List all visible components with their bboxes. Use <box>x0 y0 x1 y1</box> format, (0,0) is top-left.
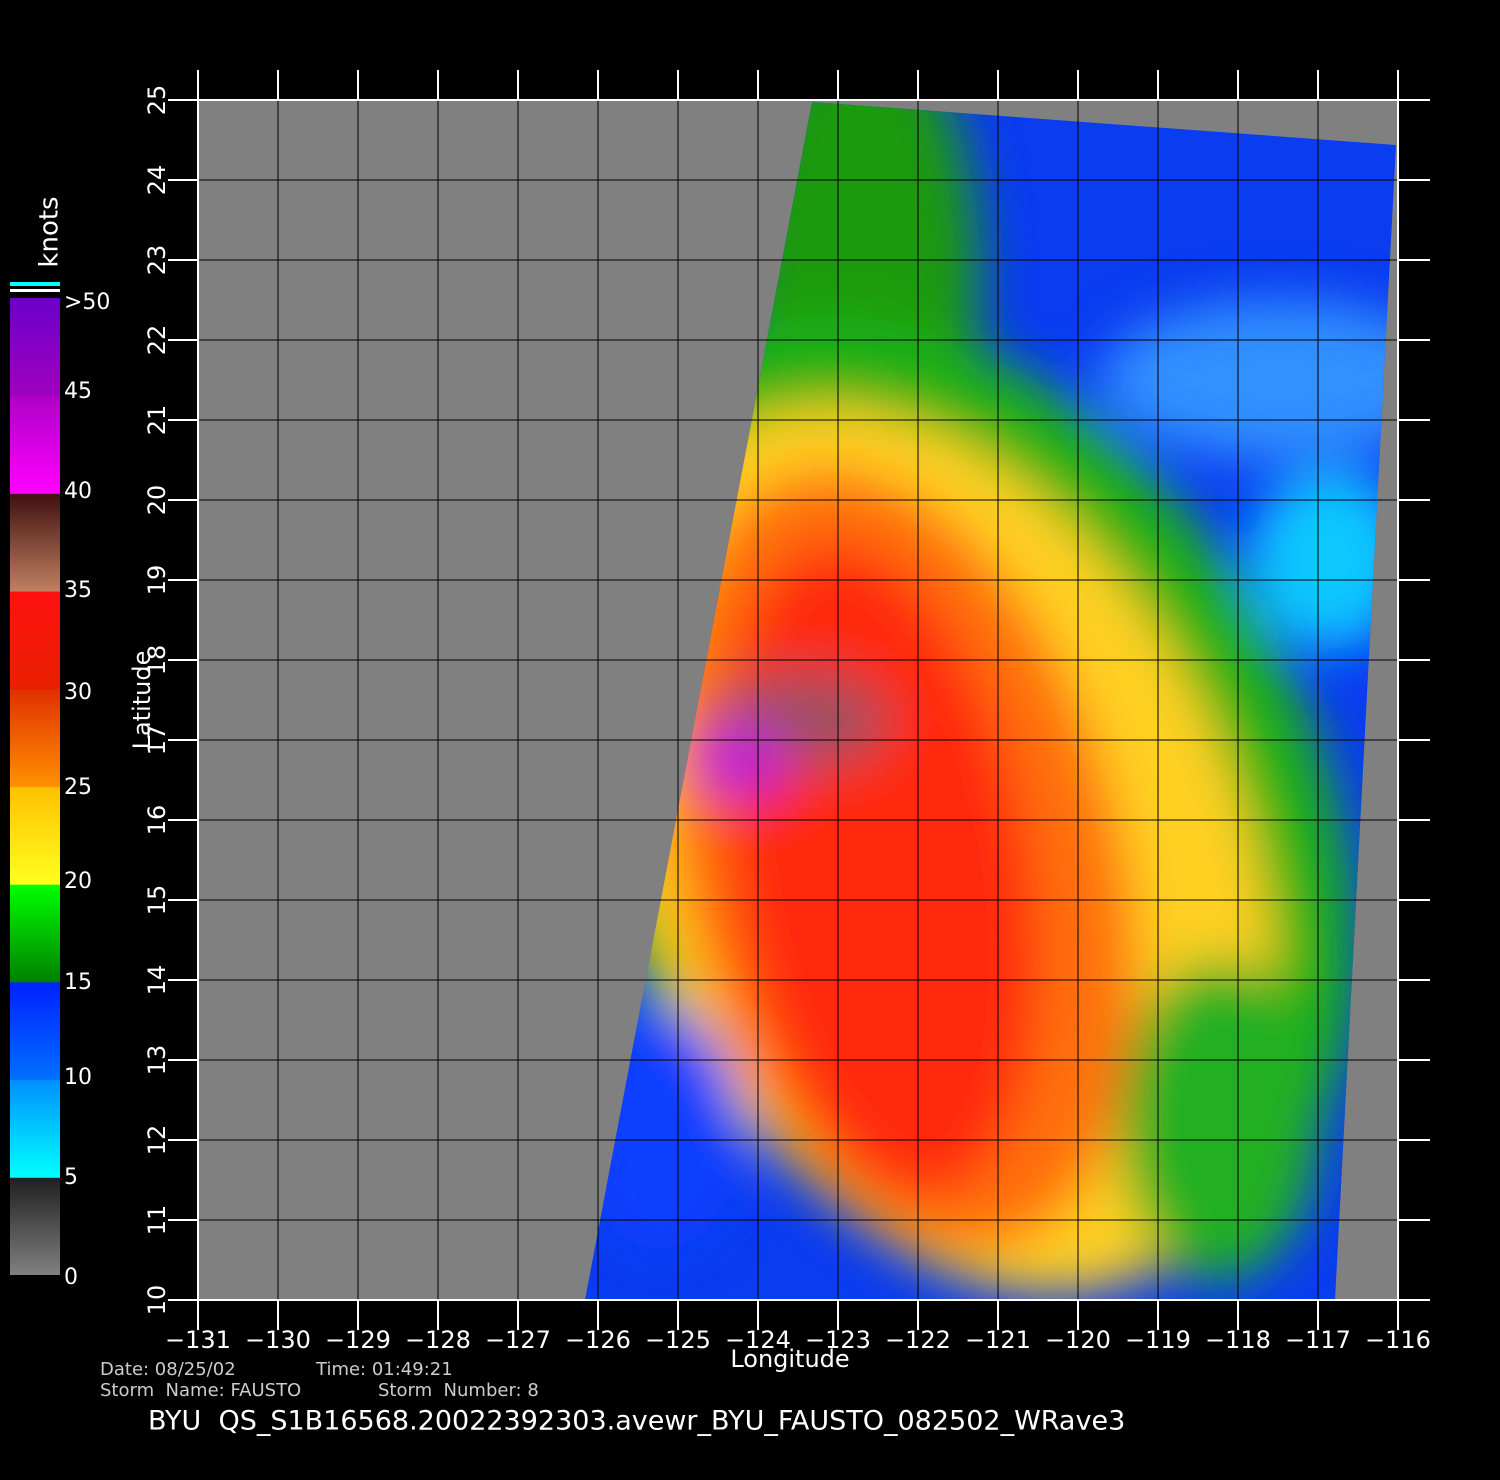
time: Time: 01:49:21 <box>315 1359 453 1380</box>
colorbar-label: 30 <box>64 680 92 705</box>
x-tick-label: −117 <box>1285 1326 1351 1354</box>
colorbar-label: 25 <box>64 775 92 800</box>
x-tick-label: −131 <box>165 1326 231 1354</box>
colorbar-label: 0 <box>64 1265 78 1290</box>
x-tick-label: −126 <box>565 1326 631 1354</box>
x-tick-label: −121 <box>965 1326 1031 1354</box>
y-tick-label: 14 <box>143 965 171 996</box>
y-tick-label: 18 <box>143 645 171 676</box>
y-tick-label: 21 <box>143 405 171 436</box>
colorbar-label: 40 <box>64 479 92 504</box>
colorbar-unit: knots <box>35 196 65 267</box>
x-tick-label: −129 <box>325 1326 391 1354</box>
y-tick-label: 25 <box>143 85 171 116</box>
x-tick-label: −127 <box>485 1326 551 1354</box>
x-tick-label: −123 <box>805 1326 871 1354</box>
y-tick-label: 20 <box>143 485 171 516</box>
colorbar-label: 20 <box>64 869 92 894</box>
x-tick-label: −128 <box>405 1326 471 1354</box>
y-tick-label: 22 <box>143 325 171 356</box>
colorbar-label: 15 <box>64 970 92 995</box>
colorbar-label: 45 <box>64 379 92 404</box>
storm-number: Storm Number: 8 <box>378 1380 539 1401</box>
storm-name: Storm Name: FAUSTO <box>100 1380 301 1401</box>
colorbar-label: 5 <box>64 1165 78 1190</box>
colorbar-label: >50 <box>64 290 110 315</box>
x-axis-label: Longitude <box>730 1345 849 1373</box>
y-axis-label: Latitude <box>128 651 156 750</box>
y-tick-label: 24 <box>143 165 171 196</box>
x-tick-label: −118 <box>1205 1326 1271 1354</box>
x-tick-label: −120 <box>1045 1326 1111 1354</box>
y-tick-label: 17 <box>143 725 171 756</box>
x-tick-label: −130 <box>245 1326 311 1354</box>
y-tick-label: 16 <box>143 805 171 836</box>
y-tick-label: 23 <box>143 245 171 276</box>
x-tick-label: −119 <box>1125 1326 1191 1354</box>
colorbar-label: 10 <box>64 1065 92 1090</box>
plot-frame <box>197 99 1399 1301</box>
x-tick-label: −116 <box>1365 1326 1431 1354</box>
y-tick-label: 15 <box>143 885 171 916</box>
x-tick-label: −124 <box>725 1326 791 1354</box>
y-tick-label: 19 <box>143 565 171 596</box>
y-tick-label: 13 <box>143 1045 171 1076</box>
colorbar-label: 35 <box>64 578 92 603</box>
grid <box>168 70 1430 1330</box>
x-tick-label: −122 <box>885 1326 951 1354</box>
colorbar-cap <box>10 289 60 292</box>
x-tick-label: −125 <box>645 1326 711 1354</box>
date: Date: 08/25/02 <box>100 1359 236 1380</box>
y-tick-label: 10 <box>143 1285 171 1316</box>
labels: −131 −130 −129 −128 −127 −126 −125 −124 −123 −122… <box>64 85 1431 1354</box>
y-tick-label: 11 <box>143 1205 171 1236</box>
colorbar-cap <box>10 282 60 286</box>
footer: BYU QS_S1B16568.20022392303.avewr_BYU_FA… <box>148 1406 1125 1437</box>
y-tick-label: 12 <box>143 1125 171 1156</box>
wind-swath <box>585 102 1396 1300</box>
colorbar <box>10 298 60 1275</box>
